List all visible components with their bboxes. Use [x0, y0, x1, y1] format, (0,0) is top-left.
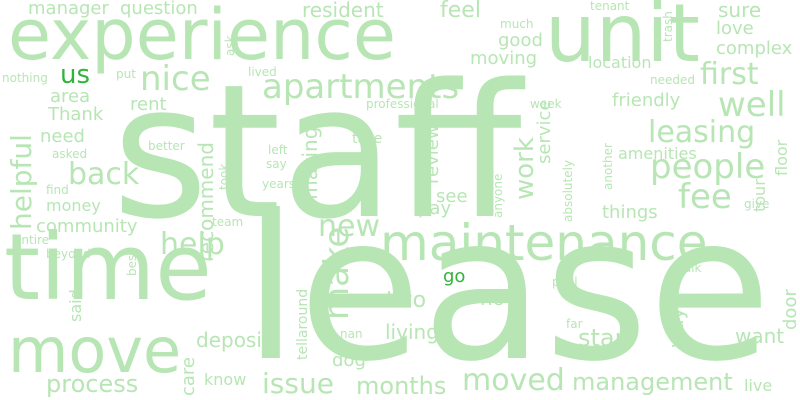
word: new: [318, 209, 381, 244]
word: ask: [223, 35, 237, 56]
word: friendly: [612, 90, 681, 111]
word: take: [352, 131, 383, 147]
word: dog: [332, 350, 366, 371]
word: nice: [140, 59, 211, 99]
word: took: [217, 163, 231, 190]
word: helpful: [5, 134, 38, 230]
word: left: [268, 143, 288, 157]
word: make: [317, 226, 357, 320]
word: issue: [262, 367, 334, 400]
word: beyond: [46, 247, 91, 261]
word: door: [780, 289, 800, 330]
word: manager: [28, 0, 109, 19]
word: help: [160, 227, 225, 262]
word: love: [716, 18, 754, 39]
word: feel: [440, 0, 481, 23]
word: first: [700, 57, 759, 92]
word: need: [40, 126, 85, 147]
word: years: [262, 177, 296, 191]
word: said: [66, 289, 85, 322]
word: deposit: [196, 328, 270, 352]
word: service: [534, 99, 555, 164]
word: money: [46, 196, 101, 215]
word: anyone: [491, 173, 505, 218]
word: find: [46, 183, 69, 197]
word: moving: [470, 48, 538, 69]
word: living: [385, 320, 439, 344]
word: week: [530, 97, 562, 111]
word: things: [602, 202, 658, 223]
word: people: [650, 147, 766, 187]
word: better: [148, 139, 185, 153]
word: days: [446, 293, 475, 307]
word: tour: [750, 179, 769, 212]
word: star: [578, 324, 625, 352]
word: community: [36, 216, 138, 237]
word: nan: [340, 327, 363, 341]
word: management: [572, 368, 733, 396]
word: process: [46, 370, 139, 398]
word: needed: [650, 73, 695, 87]
word: leasing: [648, 115, 756, 150]
word: us: [60, 60, 91, 90]
word: see: [436, 186, 468, 207]
word: complex: [716, 38, 793, 59]
word: want: [735, 324, 785, 348]
word: care: [178, 356, 199, 396]
word: lived: [248, 65, 277, 79]
word: tenant: [590, 0, 630, 13]
word: say: [266, 157, 287, 171]
word: give: [744, 197, 770, 211]
word: best: [125, 250, 139, 276]
word: put: [116, 67, 136, 81]
word: trash: [661, 11, 675, 42]
word: staff: [112, 44, 522, 260]
word: professional: [366, 97, 439, 111]
word: back: [68, 157, 140, 192]
word: pay: [418, 198, 452, 219]
word: good: [498, 30, 543, 51]
word: sure: [718, 0, 762, 22]
word: tellaround: [295, 288, 311, 360]
word: apartments: [262, 67, 460, 107]
word: way: [664, 307, 688, 348]
word: moved: [462, 363, 565, 398]
word: live: [744, 376, 773, 395]
word: far: [566, 317, 583, 331]
word: asked: [52, 147, 88, 161]
word: much: [500, 17, 534, 31]
word: location: [588, 53, 652, 72]
word: move: [8, 314, 182, 387]
word: team: [212, 215, 244, 229]
word: absolutely: [561, 159, 575, 222]
word: lease: [243, 173, 772, 400]
word: resident: [302, 0, 384, 22]
word: maintenance: [380, 214, 708, 272]
word: fee: [678, 177, 732, 217]
word: amenities: [618, 144, 697, 163]
word: time: [4, 214, 212, 321]
word: nothing: [2, 71, 48, 85]
word: now: [480, 286, 522, 310]
word: area: [50, 86, 91, 107]
word: walk: [674, 261, 702, 275]
word: experience: [8, 0, 396, 76]
word: Thank: [48, 104, 104, 125]
word: know: [204, 370, 247, 389]
word: another: [601, 143, 615, 190]
word: review: [422, 124, 443, 184]
word: months: [356, 372, 447, 400]
word: well: [718, 85, 786, 125]
word: two: [386, 288, 427, 313]
word: amazing: [298, 126, 322, 212]
word: floor: [772, 139, 791, 176]
word: unit: [545, 0, 700, 80]
word: recommend: [194, 142, 218, 262]
word: question: [120, 0, 198, 19]
word: rent: [130, 94, 167, 115]
word: pool: [552, 275, 578, 289]
word: entire: [14, 233, 50, 247]
word: go: [443, 266, 466, 287]
